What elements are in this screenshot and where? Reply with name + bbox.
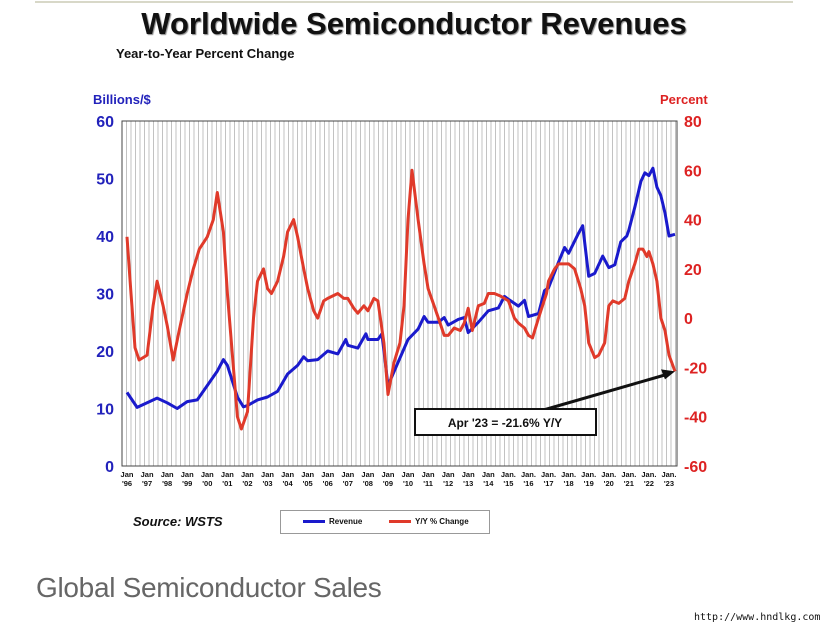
x-tick-label-month: Jan <box>141 470 154 479</box>
x-tick-label-year: '03 <box>262 479 272 488</box>
x-tick-label-year: '15 <box>503 479 513 488</box>
x-tick-label-year: '01 <box>222 479 232 488</box>
x-tick-label-year: '11 <box>423 479 433 488</box>
x-tick-label-year: '14 <box>483 479 494 488</box>
x-tick-label-year: '16 <box>523 479 533 488</box>
right-tick-label: 20 <box>684 262 702 279</box>
chart-title: Worldwide Semiconductor Revenues <box>141 6 687 41</box>
x-tick-label-month: Jan <box>361 470 374 479</box>
revenue-series-line <box>125 166 676 410</box>
yoy-change-series-line <box>125 168 677 431</box>
left-axis-ticks: 0 10 20 30 40 50 60 <box>96 114 114 476</box>
x-tick-label-month: Jan <box>301 470 314 479</box>
x-tick-label-month: Jan <box>482 470 495 479</box>
left-axis-label: Billions/$ <box>93 92 151 107</box>
x-tick-label-year: '02 <box>242 479 252 488</box>
x-tick-label-month: Jan. <box>521 470 536 479</box>
x-axis-ticks: Jan'96Jan'97Jan'98Jan'99Jan'00Jan'01Jan'… <box>121 470 677 488</box>
x-tick-label-year: '17 <box>543 479 553 488</box>
right-tick-label: 40 <box>684 213 702 230</box>
annotation-arrowhead <box>660 369 675 380</box>
legend-label-change: Y/Y % Change <box>415 517 469 526</box>
x-tick-label-month: Jan <box>402 470 415 479</box>
legend-item-revenue: Revenue <box>303 517 362 526</box>
legend-item-change: Y/Y % Change <box>389 517 469 526</box>
x-tick-label-month: Jan <box>161 470 174 479</box>
x-tick-label-month: Jan. <box>501 470 516 479</box>
right-tick-label: 0 <box>684 311 693 328</box>
x-tick-label-year: '21 <box>624 479 634 488</box>
left-tick-label: 60 <box>96 114 114 131</box>
right-tick-label: -20 <box>684 360 707 377</box>
left-tick-label: 20 <box>96 344 114 361</box>
x-tick-label-month: Jan <box>281 470 294 479</box>
x-tick-label-year: '12 <box>443 479 453 488</box>
x-tick-label-year: '00 <box>202 479 212 488</box>
legend-label-revenue: Revenue <box>329 517 363 526</box>
x-tick-label-year: '22 <box>644 479 654 488</box>
x-tick-label-month: Jan. <box>561 470 576 479</box>
plot-frame <box>121 120 678 467</box>
x-tick-label-month: Jan <box>422 470 435 479</box>
x-tick-label-year: '04 <box>283 479 294 488</box>
chart-legend: Revenue Y/Y % Change <box>280 510 490 534</box>
x-tick-label-month: Jan <box>241 470 254 479</box>
chart-subtitle: Year-to-Year Percent Change <box>116 46 295 61</box>
annotation-label: Apr '23 = -21.6% Y/Y <box>448 416 562 430</box>
annotation-box <box>414 408 597 436</box>
right-axis-label: Percent <box>660 92 708 107</box>
x-tick-label-month: Jan <box>341 470 354 479</box>
x-tick-label-month: Jan <box>321 470 334 479</box>
x-tick-label-month: Jan. <box>601 470 616 479</box>
right-tick-label: -40 <box>684 410 707 427</box>
x-tick-label-month: Jan. <box>641 470 656 479</box>
x-tick-label-year: '23 <box>664 479 674 488</box>
left-tick-label: 30 <box>96 287 114 304</box>
right-tick-label: -60 <box>684 459 707 476</box>
right-tick-label: 80 <box>684 114 702 131</box>
source-note: Source: WSTS <box>133 514 223 529</box>
x-tick-label-year: '08 <box>363 479 373 488</box>
left-tick-label: 50 <box>96 172 114 189</box>
annotation: Apr '23 = -21.6% Y/Y <box>414 369 675 436</box>
right-axis-ticks: -60 -40 -20 0 20 40 60 80 <box>684 114 707 476</box>
x-tick-label-month: Jan. <box>621 470 636 479</box>
page-caption: Global Semiconductor Sales <box>36 572 382 603</box>
legend-swatch-change <box>389 520 411 523</box>
left-tick-label: 0 <box>105 459 114 476</box>
x-tick-label-year: '05 <box>303 479 313 488</box>
x-tick-label-month: Jan <box>261 470 274 479</box>
x-tick-label-month: Jan <box>381 470 394 479</box>
x-tick-label-year: '96 <box>122 479 132 488</box>
x-tick-label-year: '19 <box>584 479 594 488</box>
top-rule <box>35 1 793 3</box>
x-tick-label-month: Jan <box>221 470 234 479</box>
x-tick-label-month: Jan <box>462 470 475 479</box>
right-tick-label: 60 <box>684 163 702 180</box>
x-tick-label-year: '97 <box>142 479 152 488</box>
x-tick-label-month: Jan. <box>661 470 676 479</box>
x-tick-label-month: Jan <box>201 470 214 479</box>
x-tick-label-year: '98 <box>162 479 172 488</box>
left-tick-label: 40 <box>96 229 114 246</box>
x-tick-label-month: Jan <box>121 470 134 479</box>
x-tick-label-month: Jan. <box>581 470 596 479</box>
watermark-url: http://www.hndlkg.com <box>694 612 821 623</box>
x-tick-label-year: '07 <box>343 479 353 488</box>
x-tick-label-year: '13 <box>463 479 473 488</box>
x-tick-label-year: '20 <box>604 479 614 488</box>
x-tick-label-month: Jan <box>442 470 455 479</box>
x-tick-label-year: '10 <box>403 479 413 488</box>
x-tick-label-month: Jan. <box>541 470 556 479</box>
x-tick-label-year: '18 <box>564 479 574 488</box>
left-tick-label: 10 <box>96 402 114 419</box>
x-tick-label-year: '99 <box>182 479 192 488</box>
x-tick-label-year: '09 <box>383 479 393 488</box>
legend-swatch-revenue <box>303 520 325 523</box>
x-tick-label-year: '06 <box>323 479 333 488</box>
annotation-arrow <box>539 372 668 413</box>
x-tick-label-month: Jan <box>181 470 194 479</box>
